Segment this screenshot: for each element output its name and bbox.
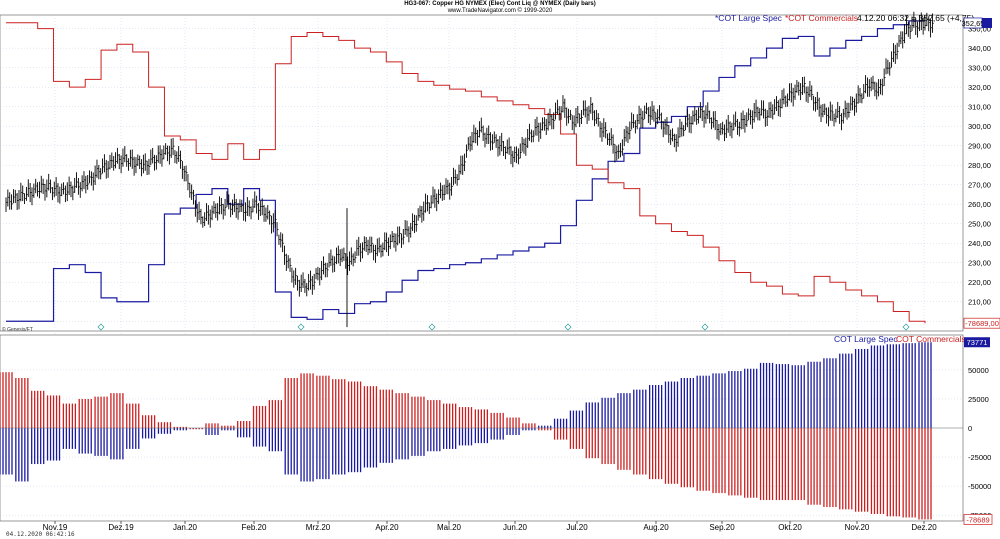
price-y-tick-label: 330,00: [968, 64, 991, 73]
x-month-label: Jan.20: [173, 523, 198, 532]
price-y-tick-label: 260,00: [968, 200, 991, 209]
legend-large-spec: *COT Large Spec: [715, 13, 783, 23]
commercials-step-line: [6, 22, 926, 324]
price-y-tick-label: 290,00: [968, 142, 991, 151]
event-marker-icon: [564, 323, 572, 331]
x-month-label: Apr.20: [375, 523, 399, 532]
x-month-label: Dez.20: [911, 523, 937, 532]
price-y-tick-label: 240,00: [968, 239, 991, 248]
price-y-tick-label: 300,00: [968, 122, 991, 131]
price-y-tick-label: 310,00: [968, 103, 991, 112]
x-month-label: Aug.20: [643, 523, 669, 532]
price-quote: 4.12.20 06:32 = 352,65 (+4,75): [857, 13, 974, 23]
price-y-tick-label: 220,00: [968, 278, 991, 287]
cot-y-tick-label: 25000: [968, 395, 989, 404]
last-comm-label: -78689,00: [965, 319, 999, 328]
x-month-label: Jun.20: [503, 523, 528, 532]
x-month-label: Nov.19: [43, 523, 68, 532]
last-spec-box: [982, 17, 992, 28]
x-month-label: Jul.20: [566, 523, 588, 532]
last-price-label: 352,65: [962, 19, 985, 28]
cot-legend-large-spec: COT Large Spec: [834, 334, 898, 344]
cot-last-spec-box: [964, 337, 990, 348]
event-marker-icon: [297, 323, 305, 331]
last-comm-box: [963, 317, 1000, 329]
legend-commercials: *COT Commercials: [785, 13, 858, 23]
price-y-tick-label: 230,00: [968, 259, 991, 268]
cot-y-tick-label: -25000: [968, 453, 991, 462]
cot-last-comm-label: -78689: [966, 515, 989, 524]
cot-y-tick-label: 50000: [968, 366, 989, 375]
event-marker-icon: [902, 323, 910, 331]
x-month-label: Sep.20: [709, 523, 735, 532]
price-y-tick-label: 350,00: [968, 25, 991, 34]
x-month-label: Nov.20: [845, 523, 870, 532]
cot-last-spec-label: 73771: [967, 338, 988, 347]
x-month-label: Mrz.20: [306, 523, 331, 532]
chart-subtitle: www.TradeNavigator.com © 1999-2020: [447, 8, 553, 14]
cot-legend-commercials: COT Commercials: [896, 334, 966, 344]
chart-title: HG3-067: Copper HG NYMEX (Elec) Cont Liq…: [404, 1, 596, 7]
price-y-tick-label: 250,00: [968, 220, 991, 229]
cot-y-tick-label: -50000: [968, 482, 991, 491]
price-panel-frame: [0, 14, 964, 332]
event-marker-icon: [701, 323, 709, 331]
price-y-tick-label: 280,00: [968, 161, 991, 170]
x-month-label: Okt.20: [778, 523, 802, 532]
x-month-label: Feb.20: [242, 523, 267, 532]
price-y-tick-label: 320,00: [968, 83, 991, 92]
price-y-tick-label: 340,00: [968, 44, 991, 53]
large-spec-step-line: [6, 20, 925, 322]
event-marker-icon: [428, 323, 436, 331]
timestamp: 04.12.2020 06:42:16: [6, 531, 75, 538]
price-y-tick-label: 210,00: [968, 298, 991, 307]
event-marker-icon: [97, 323, 105, 331]
vendor-label: © Genesis/FT: [2, 327, 33, 333]
x-month-label: Dez.19: [108, 523, 134, 532]
price-y-tick-label: 270,00: [968, 181, 991, 190]
cot-last-comm-box: [963, 514, 993, 525]
cot-y-tick-label: 0: [968, 424, 972, 433]
x-month-label: Mai.20: [437, 523, 462, 532]
